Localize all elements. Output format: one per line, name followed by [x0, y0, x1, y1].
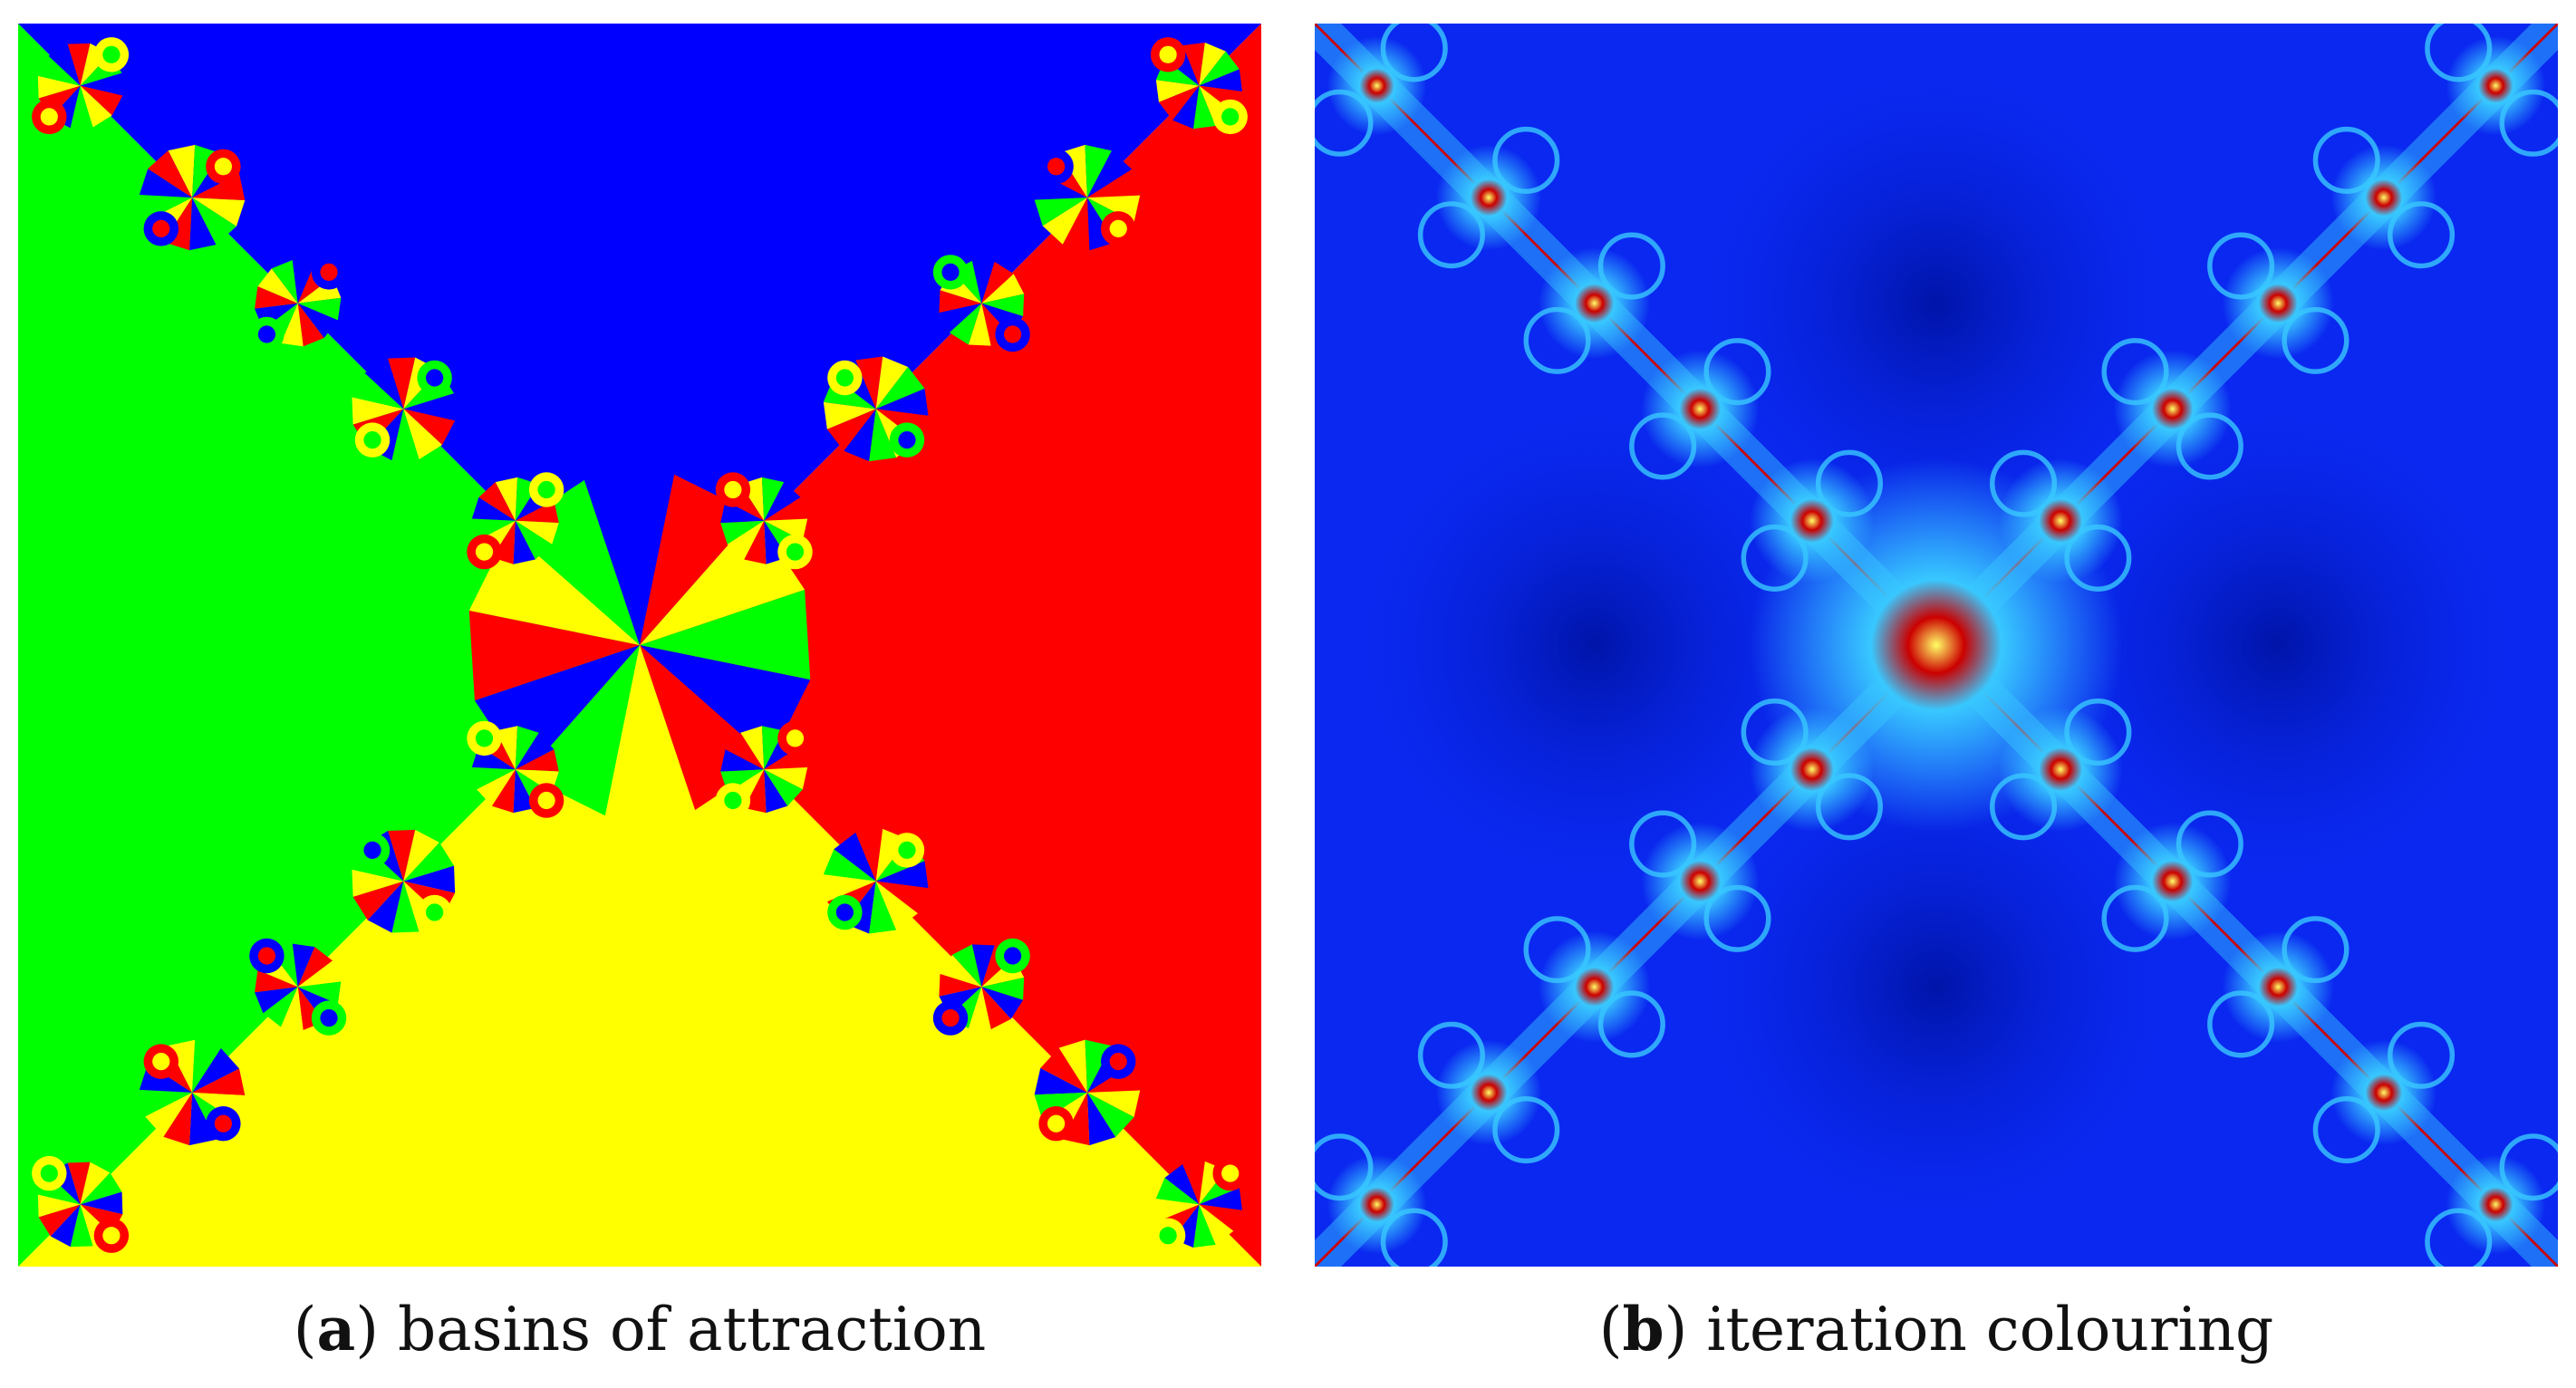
caption-a-label: a [316, 1294, 356, 1364]
caption-a: (a) basins of attraction [293, 1294, 987, 1364]
caption-b: (b) iteration colouring [1598, 1294, 2274, 1364]
iteration-colouring-image [1315, 24, 2558, 1267]
caption-a-text: basins of attraction [398, 1295, 987, 1364]
basins-of-attraction-image [18, 24, 1261, 1267]
iteration-fractal [1315, 24, 2558, 1267]
caption-b-text: iteration colouring [1706, 1295, 2274, 1364]
caption-b-label: b [1622, 1294, 1664, 1364]
basins-fractal [18, 24, 1261, 1267]
